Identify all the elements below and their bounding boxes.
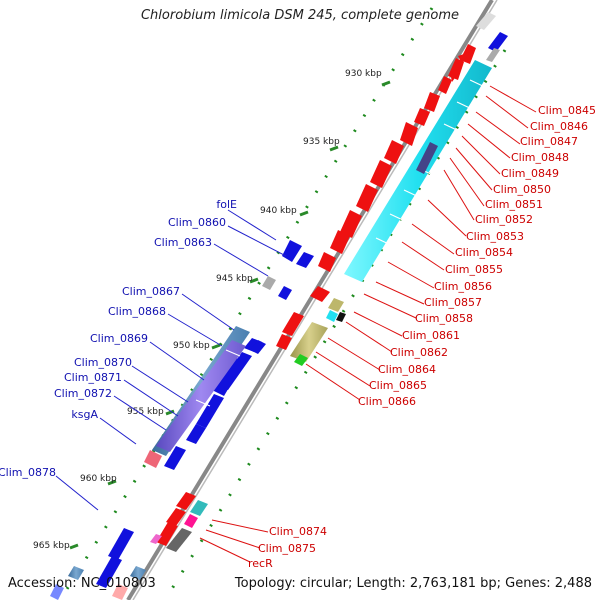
tick-label: 955 kbp — [127, 407, 164, 417]
lower-feature-cluster — [50, 492, 208, 600]
gene-label-clim-0854[interactable]: Clim_0854 — [455, 246, 513, 259]
gene-label-recR[interactable]: recR — [248, 557, 273, 570]
gene-label-clim-0848[interactable]: Clim_0848 — [511, 151, 569, 164]
gene-label-clim-0863[interactable]: Clim_0863 — [154, 236, 212, 249]
misc-right-features — [310, 12, 508, 322]
cyan-feature-band — [344, 60, 492, 282]
gene-label-clim-0847[interactable]: Clim_0847 — [520, 135, 578, 148]
reverse-cds-group-middle — [276, 312, 328, 366]
tick-label: 945 kbp — [216, 274, 253, 284]
forward-cds-group — [96, 240, 314, 588]
gene-label-clim-0878[interactable]: Clim_0878 — [0, 466, 56, 479]
gene-label-clim-0850[interactable]: Clim_0850 — [493, 183, 551, 196]
gene-label-clim-0864[interactable]: Clim_0864 — [378, 363, 436, 376]
gene-label-clim-0872[interactable]: Clim_0872 — [54, 387, 112, 400]
gene-label-clim-0866[interactable]: Clim_0866 — [358, 395, 416, 408]
tick-label: 935 kbp — [303, 137, 340, 147]
map-title: Chlorobium limicola DSM 245, complete ge… — [140, 8, 460, 23]
gene-label-folE[interactable]: folE — [216, 198, 237, 211]
gene-label-ksgA[interactable]: ksgA — [71, 408, 98, 421]
gene-label-clim-0853[interactable]: Clim_0853 — [466, 230, 524, 243]
gene-label-clim-0849[interactable]: Clim_0849 — [501, 167, 559, 180]
gene-label-clim-0870[interactable]: Clim_0870 — [74, 356, 132, 369]
gene-label-clim-0845[interactable]: Clim_0845 — [538, 104, 596, 117]
gene-label-clim-0858[interactable]: Clim_0858 — [415, 312, 473, 325]
gene-label-clim-0867[interactable]: Clim_0867 — [122, 285, 180, 298]
gene-label-clim-0855[interactable]: Clim_0855 — [445, 263, 503, 276]
tick-label: 940 kbp — [260, 206, 297, 216]
gene-label-clim-0862[interactable]: Clim_0862 — [390, 346, 448, 359]
gene-label-clim-0865[interactable]: Clim_0865 — [369, 379, 427, 392]
gene-label-clim-0868[interactable]: Clim_0868 — [108, 305, 166, 318]
gene-label-clim-0869[interactable]: Clim_0869 — [90, 332, 148, 345]
scale-tick-marks — [69, 80, 391, 550]
gene-label-clim-0851[interactable]: Clim_0851 — [485, 198, 543, 211]
tick-label: 965 kbp — [33, 541, 70, 551]
gene-label-clim-0857[interactable]: Clim_0857 — [424, 296, 482, 309]
gene-label-clim-0861[interactable]: Clim_0861 — [402, 329, 460, 342]
gene-label-clim-0875[interactable]: Clim_0875 — [258, 542, 316, 555]
purple-feature-band — [144, 326, 250, 468]
gene-label-clim-0852[interactable]: Clim_0852 — [475, 213, 533, 226]
gene-label-clim-0856[interactable]: Clim_0856 — [434, 280, 492, 293]
tick-label: 930 kbp — [345, 69, 382, 79]
right-label-leaders — [199, 85, 537, 563]
gene-label-clim-0874[interactable]: Clim_0874 — [269, 525, 327, 538]
gene-label-clim-0860[interactable]: Clim_0860 — [168, 216, 226, 229]
gene-label-clim-0846[interactable]: Clim_0846 — [530, 120, 588, 133]
left-label-leaders — [55, 209, 287, 511]
tick-label: 960 kbp — [80, 474, 117, 484]
accession-text: Accession: NC_010803 — [8, 576, 156, 591]
topology-text: Topology: circular; Length: 2,763,181 bp… — [234, 576, 592, 591]
reverse-cds-group-upper — [318, 44, 476, 272]
tick-label: 950 kbp — [173, 341, 210, 351]
gene-label-clim-0871[interactable]: Clim_0871 — [64, 371, 122, 384]
